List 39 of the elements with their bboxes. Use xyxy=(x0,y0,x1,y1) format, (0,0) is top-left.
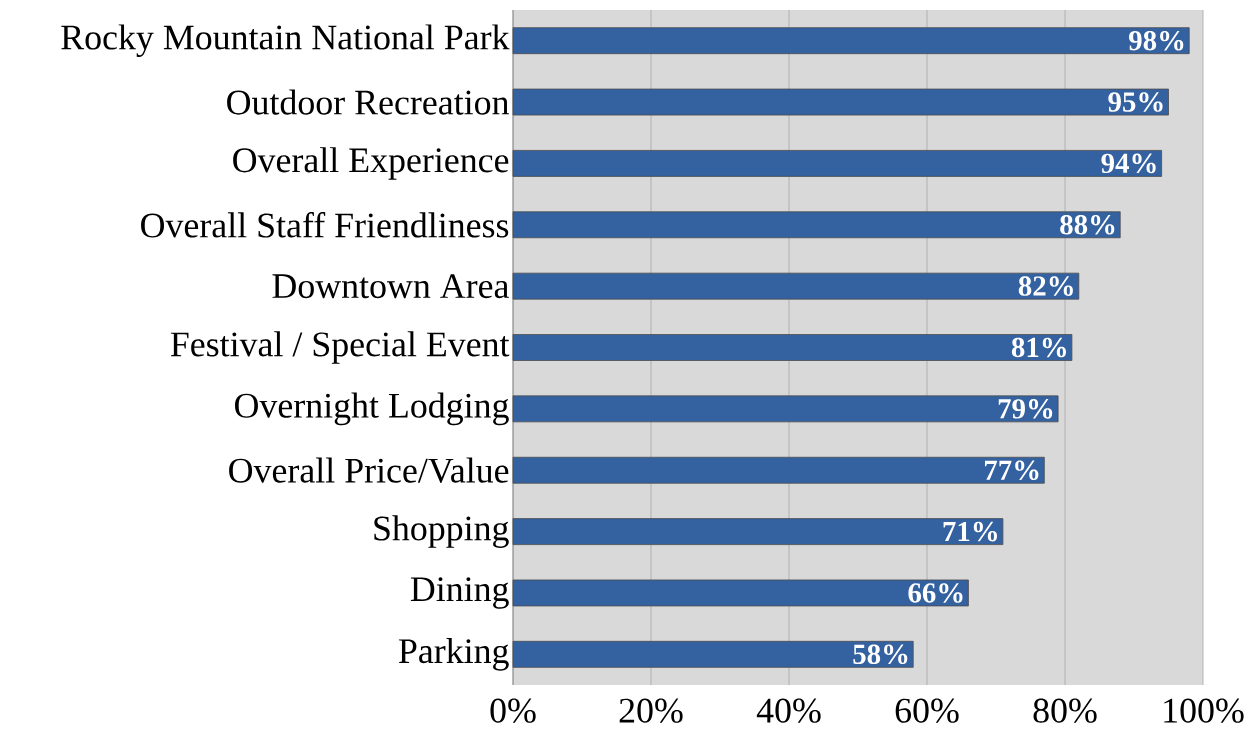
bar xyxy=(512,272,1080,300)
data-label: 77% xyxy=(984,460,1039,481)
bar xyxy=(512,640,914,668)
y-tick-label: Overall Staff Friendliness xyxy=(141,211,509,238)
y-tick-label: Outdoor Recreation xyxy=(227,89,509,115)
y-tick-label: Overnight Lodging xyxy=(235,392,509,426)
x-tick-label: 80% xyxy=(1033,698,1097,723)
data-label: 58% xyxy=(853,644,908,665)
x-tick-label: 40% xyxy=(756,698,821,723)
bar xyxy=(512,334,1073,361)
data-label: 94% xyxy=(1101,153,1156,174)
bar xyxy=(512,88,1169,116)
x-tick-label: 100% xyxy=(1164,698,1244,723)
bar xyxy=(512,579,969,607)
x-tick-label: 0% xyxy=(490,698,536,723)
bar xyxy=(512,211,1121,239)
bar xyxy=(512,395,1059,423)
x-tick-label: 20% xyxy=(619,698,683,723)
y-tick-label: Parking xyxy=(398,638,509,671)
bar xyxy=(512,150,1163,177)
y-tick-label: Rocky Mountain National Park xyxy=(61,24,510,57)
data-label: 98% xyxy=(1129,30,1184,51)
bar xyxy=(512,518,1004,545)
data-label: 79% xyxy=(998,399,1053,419)
data-label: 66% xyxy=(908,583,963,603)
bar xyxy=(512,456,1045,484)
data-label: 88% xyxy=(1060,214,1115,235)
data-label: 82% xyxy=(1018,276,1073,296)
data-label: 71% xyxy=(943,521,997,542)
y-tick-label: Overall Price/Value xyxy=(229,457,509,483)
y-tick-label: Festival / Special Event xyxy=(170,331,510,364)
data-label: 81% xyxy=(1011,337,1066,358)
y-tick-label: Overall Experience xyxy=(233,147,509,180)
y-tick-label: Shopping xyxy=(374,515,509,548)
x-tick-label: 60% xyxy=(895,698,959,723)
data-label: 95% xyxy=(1108,92,1163,112)
bar xyxy=(512,27,1190,55)
y-tick-label: Downtown Area xyxy=(272,274,509,299)
y-tick-label: Dining xyxy=(410,577,509,609)
